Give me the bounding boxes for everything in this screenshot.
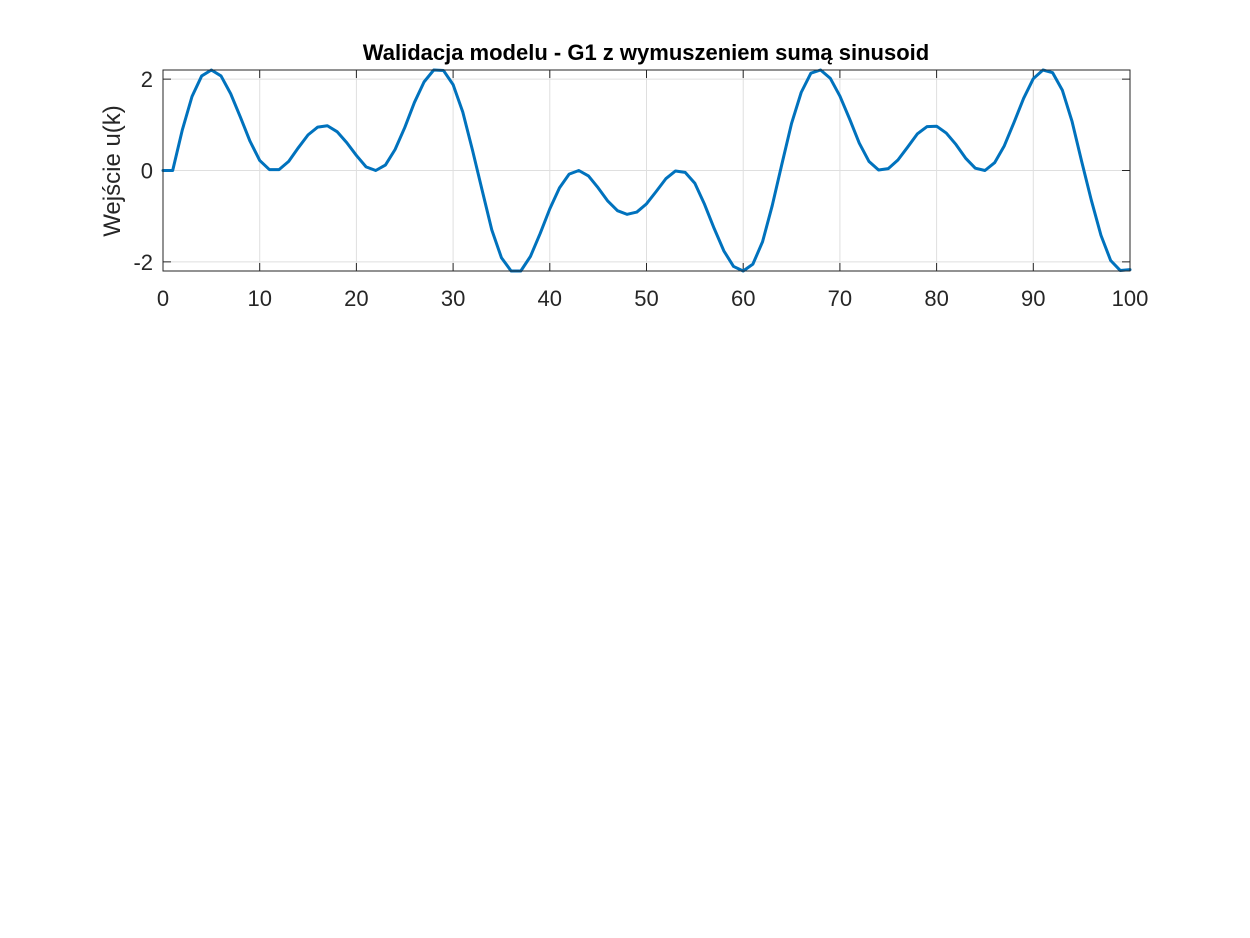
y-tick-labels: -2 0 2 bbox=[133, 67, 153, 275]
x-tick-label: 20 bbox=[344, 286, 368, 311]
plot-axes: 0 10 20 30 40 50 60 70 80 90 100 -202 bbox=[133, 67, 1148, 311]
x-tick-label: 80 bbox=[924, 286, 948, 311]
y-tick-label: -2 bbox=[133, 250, 153, 275]
x-tick-label: 50 bbox=[634, 286, 658, 311]
y-tick-label: 2 bbox=[141, 67, 153, 92]
x-tick-label: 60 bbox=[731, 286, 755, 311]
y-axis-label: Wejście u(k) bbox=[99, 105, 126, 237]
plot-frame bbox=[162, 69, 1131, 272]
series-line-u bbox=[161, 68, 1132, 273]
x-tick-label: 30 bbox=[441, 286, 465, 311]
x-tick-label: 0 bbox=[157, 286, 169, 311]
x-tick-label: 40 bbox=[538, 286, 562, 311]
x-tick-label: 90 bbox=[1021, 286, 1045, 311]
y-tick-label: 0 bbox=[141, 159, 153, 184]
chart-title: Walidacja modelu - G1 z wymuszeniem sumą… bbox=[363, 40, 929, 65]
x-tick-labels: 0 10 20 30 40 50 60 70 80 90 100 bbox=[157, 286, 1148, 311]
x-tick-label: 70 bbox=[828, 286, 852, 311]
x-tick-label: 10 bbox=[247, 286, 271, 311]
x-tick-label: 100 bbox=[1112, 286, 1149, 311]
